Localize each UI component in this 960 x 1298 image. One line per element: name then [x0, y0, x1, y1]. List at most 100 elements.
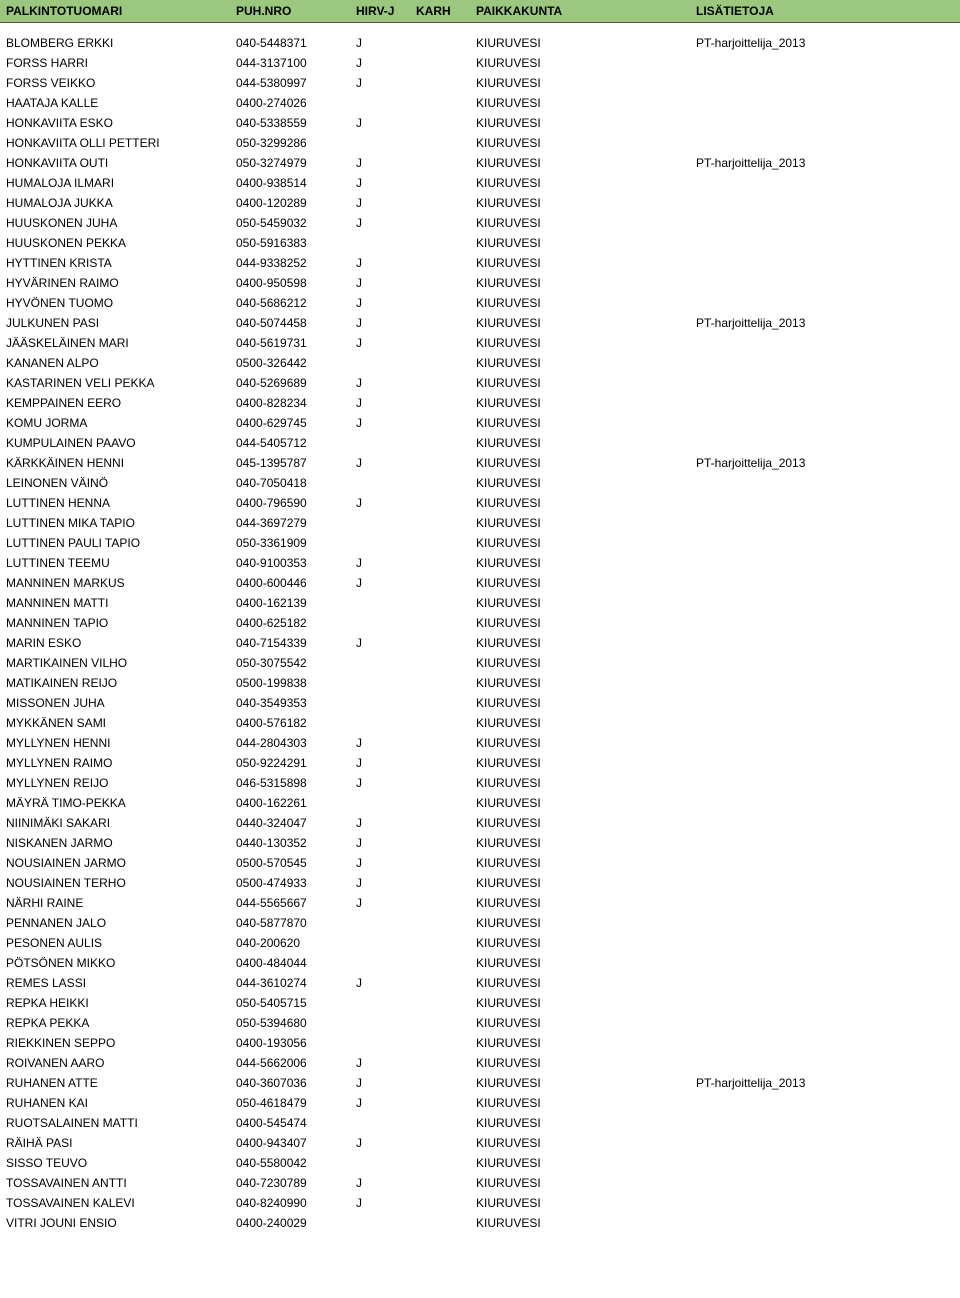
table-row: MANNINEN MARKUS0400-600446JKIURUVESI	[0, 573, 960, 593]
cell-phone: 040-8240990	[230, 1196, 350, 1210]
cell-phone: 050-5916383	[230, 236, 350, 250]
cell-place: KIURUVESI	[470, 556, 690, 570]
cell-name: HUUSKONEN PEKKA	[0, 236, 230, 250]
cell-place: KIURUVESI	[470, 236, 690, 250]
cell-phone: 0400-576182	[230, 716, 350, 730]
cell-phone: 044-3137100	[230, 56, 350, 70]
cell-place: KIURUVESI	[470, 316, 690, 330]
table-row: REMES LASSI044-3610274JKIURUVESI	[0, 973, 960, 993]
cell-place: KIURUVESI	[470, 776, 690, 790]
cell-name: NOUSIAINEN JARMO	[0, 856, 230, 870]
table-row: MYLLYNEN RAIMO050-9224291JKIURUVESI	[0, 753, 960, 773]
cell-phone: 046-5315898	[230, 776, 350, 790]
cell-phone: 0400-600446	[230, 576, 350, 590]
table-row: HYTTINEN KRISTA044-9338252JKIURUVESI	[0, 253, 960, 273]
table-row: LUTTINEN MIKA TAPIO044-3697279KIURUVESI	[0, 513, 960, 533]
cell-place: KIURUVESI	[470, 76, 690, 90]
cell-phone: 040-200620	[230, 936, 350, 950]
cell-hirv: J	[350, 296, 410, 310]
cell-hirv: J	[350, 896, 410, 910]
cell-phone: 050-5394680	[230, 1016, 350, 1030]
cell-phone: 0400-120289	[230, 196, 350, 210]
cell-place: KIURUVESI	[470, 696, 690, 710]
table-row: MYLLYNEN HENNI044-2804303JKIURUVESI	[0, 733, 960, 753]
cell-note: PT-harjoittelija_2013	[690, 456, 960, 470]
cell-name: PENNANEN JALO	[0, 916, 230, 930]
cell-phone: 040-5269689	[230, 376, 350, 390]
cell-name: MISSONEN JUHA	[0, 696, 230, 710]
cell-hirv: J	[350, 416, 410, 430]
cell-name: HUUSKONEN JUHA	[0, 216, 230, 230]
cell-hirv: J	[350, 156, 410, 170]
cell-hirv: J	[350, 196, 410, 210]
cell-phone: 040-5619731	[230, 336, 350, 350]
table-row: HUMALOJA ILMARI0400-938514JKIURUVESI	[0, 173, 960, 193]
cell-phone: 040-7230789	[230, 1176, 350, 1190]
cell-place: KIURUVESI	[470, 976, 690, 990]
cell-phone: 0440-130352	[230, 836, 350, 850]
cell-place: KIURUVESI	[470, 916, 690, 930]
cell-place: KIURUVESI	[470, 36, 690, 50]
cell-name: HONKAVIITA OUTI	[0, 156, 230, 170]
table-row: HONKAVIITA OLLI PETTERI050-3299286KIURUV…	[0, 133, 960, 153]
cell-hirv: J	[350, 776, 410, 790]
cell-place: KIURUVESI	[470, 596, 690, 610]
cell-place: KIURUVESI	[470, 796, 690, 810]
cell-place: KIURUVESI	[470, 1036, 690, 1050]
cell-name: SISSO TEUVO	[0, 1156, 230, 1170]
cell-name: LUTTINEN HENNA	[0, 496, 230, 510]
cell-name: NISKANEN JARMO	[0, 836, 230, 850]
table-row: ROIVANEN AARO044-5662006JKIURUVESI	[0, 1053, 960, 1073]
table-row: NOUSIAINEN TERHO0500-474933JKIURUVESI	[0, 873, 960, 893]
cell-place: KIURUVESI	[470, 356, 690, 370]
cell-hirv: J	[350, 176, 410, 190]
cell-hirv: J	[350, 316, 410, 330]
cell-name: FORSS HARRI	[0, 56, 230, 70]
cell-place: KIURUVESI	[470, 1196, 690, 1210]
cell-phone: 050-3274979	[230, 156, 350, 170]
cell-hirv: J	[350, 276, 410, 290]
table-row: LUTTINEN PAULI TAPIO050-3361909KIURUVESI	[0, 533, 960, 553]
cell-phone: 0440-324047	[230, 816, 350, 830]
cell-hirv: J	[350, 1176, 410, 1190]
table-row: MARTIKAINEN VILHO050-3075542KIURUVESI	[0, 653, 960, 673]
table-row: MANNINEN TAPIO0400-625182KIURUVESI	[0, 613, 960, 633]
cell-place: KIURUVESI	[470, 756, 690, 770]
cell-place: KIURUVESI	[470, 156, 690, 170]
table-row: MANNINEN MATTI0400-162139KIURUVESI	[0, 593, 960, 613]
cell-phone: 044-3610274	[230, 976, 350, 990]
cell-name: REMES LASSI	[0, 976, 230, 990]
header-col-hirv: HIRV-J	[350, 4, 410, 18]
cell-place: KIURUVESI	[470, 1016, 690, 1030]
cell-hirv: J	[350, 216, 410, 230]
cell-place: KIURUVESI	[470, 1156, 690, 1170]
cell-hirv: J	[350, 816, 410, 830]
cell-name: MYKKÄNEN SAMI	[0, 716, 230, 730]
cell-phone: 045-1395787	[230, 456, 350, 470]
cell-place: KIURUVESI	[470, 216, 690, 230]
table-row: HAATAJA KALLE0400-274026KIURUVESI	[0, 93, 960, 113]
cell-phone: 050-3299286	[230, 136, 350, 150]
cell-phone: 0400-274026	[230, 96, 350, 110]
table-row: NOUSIAINEN JARMO0500-570545JKIURUVESI	[0, 853, 960, 873]
cell-place: KIURUVESI	[470, 1176, 690, 1190]
cell-hirv: J	[350, 856, 410, 870]
cell-phone: 0400-162261	[230, 796, 350, 810]
table-row: FORSS VEIKKO044-5380997JKIURUVESI	[0, 73, 960, 93]
table-row: MÄYRÄ TIMO-PEKKA0400-162261KIURUVESI	[0, 793, 960, 813]
cell-name: VITRI JOUNI ENSIO	[0, 1216, 230, 1230]
cell-phone: 0500-326442	[230, 356, 350, 370]
cell-phone: 040-3549353	[230, 696, 350, 710]
cell-hirv: J	[350, 76, 410, 90]
cell-name: MYLLYNEN HENNI	[0, 736, 230, 750]
cell-place: KIURUVESI	[470, 376, 690, 390]
cell-hirv: J	[350, 1056, 410, 1070]
cell-hirv: J	[350, 636, 410, 650]
cell-name: HYVÄRINEN RAIMO	[0, 276, 230, 290]
cell-phone: 050-3075542	[230, 656, 350, 670]
cell-name: TOSSAVAINEN ANTTI	[0, 1176, 230, 1190]
cell-phone: 044-5662006	[230, 1056, 350, 1070]
cell-hirv: J	[350, 1196, 410, 1210]
cell-phone: 044-5565667	[230, 896, 350, 910]
cell-phone: 040-5580042	[230, 1156, 350, 1170]
